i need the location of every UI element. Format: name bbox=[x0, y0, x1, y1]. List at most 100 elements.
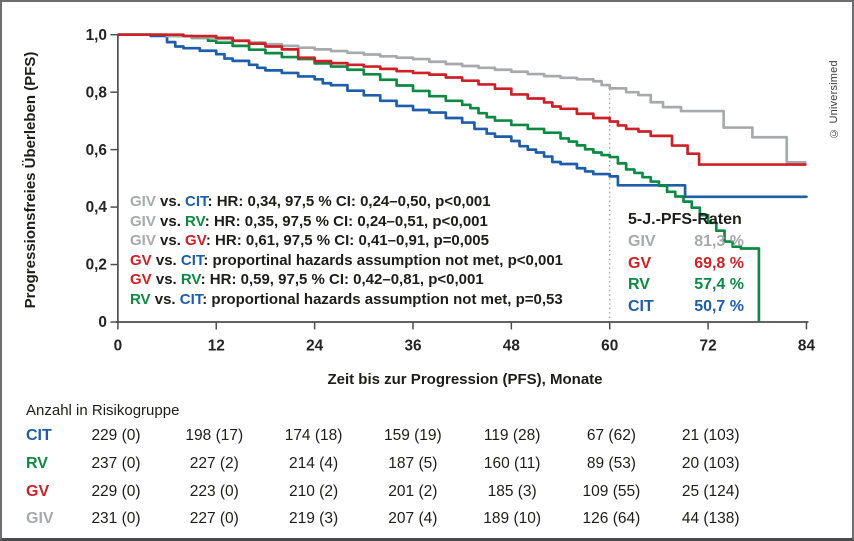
annotation-segment: : HR: 0,59, 97,5 % CI: 0,42–0,81, p<0,00… bbox=[200, 271, 484, 289]
risk-cell: 229 (0) bbox=[91, 482, 141, 500]
risk-cell: 219 (3) bbox=[289, 510, 339, 527]
km-curve-cit bbox=[117, 33, 808, 199]
risk-cell: 126 (64) bbox=[582, 510, 641, 527]
x-tick-label: 0 bbox=[114, 338, 123, 355]
km-curve-rv bbox=[117, 33, 761, 323]
annotation-line: GIV vs. GV: HR: 0,61, 97,5 % CI: 0,41–0,… bbox=[130, 231, 563, 251]
x-tick-label: 48 bbox=[503, 338, 521, 355]
annotation-segment: CIT bbox=[185, 193, 208, 210]
y-tick-label: 0 bbox=[98, 314, 107, 331]
legend-row-gv: GV 69,8 % bbox=[628, 253, 744, 275]
annotation-segment: CIT bbox=[179, 290, 203, 308]
annotation-line: GV vs. RV: HR: 0,59, 97,5 % CI: 0,42–0,8… bbox=[130, 270, 563, 290]
annotation-segment: vs. bbox=[150, 290, 180, 308]
annotation-segment: CIT bbox=[180, 251, 204, 269]
risk-cell: 89 (53) bbox=[586, 455, 636, 472]
risk-cell: 160 (11) bbox=[483, 455, 541, 472]
risk-cell: 229 (0) bbox=[91, 427, 141, 444]
copyright-label: © Universimed bbox=[828, 60, 840, 139]
risk-cell: 207 (4) bbox=[388, 510, 438, 527]
annotation-segment: RV bbox=[130, 290, 151, 308]
risk-cell: 20 (103) bbox=[681, 455, 740, 472]
annotation-segment: GIV bbox=[130, 212, 156, 230]
risk-cell: 67 (62) bbox=[586, 427, 636, 444]
y-tick-label: 1,0 bbox=[86, 27, 107, 44]
risk-cell: 119 (28) bbox=[483, 427, 541, 444]
risk-cell: 201 (2) bbox=[388, 482, 438, 500]
legend-label: GV bbox=[628, 254, 652, 272]
annotation-segment: RV bbox=[180, 271, 201, 289]
y-tick-label: 0,4 bbox=[86, 199, 108, 216]
annotation-segment: GIV bbox=[130, 232, 156, 250]
annotation-segment: GV bbox=[130, 271, 152, 289]
annotation-segment: GV bbox=[185, 232, 206, 250]
legend-value: 69,8 % bbox=[694, 254, 744, 272]
annotation-line: GIV vs. CIT: HR: 0,34, 97,5 % CI: 0,24–0… bbox=[130, 192, 563, 212]
legend-label: CIT bbox=[628, 297, 654, 315]
risk-row-label-gv: GV bbox=[26, 482, 50, 500]
risk-cell: 44 (138) bbox=[681, 510, 740, 527]
x-tick-label: 72 bbox=[700, 338, 717, 355]
annotation-segment: vs. bbox=[151, 271, 181, 289]
risk-cell: 227 (0) bbox=[189, 510, 239, 527]
risk-cell: 174 (18) bbox=[284, 427, 343, 444]
x-tick-label: 60 bbox=[601, 338, 618, 355]
risk-cell: 237 (0) bbox=[91, 455, 141, 472]
x-axis-title: Zeit bis zur Progression (PFS), Monate bbox=[327, 371, 603, 388]
annotation-segment: vs. bbox=[151, 251, 181, 269]
x-tick-label: 12 bbox=[208, 338, 225, 355]
km-curve-gv bbox=[117, 33, 807, 166]
x-tick-label: 24 bbox=[306, 338, 324, 355]
annotation-segment: : proportinal hazards assumption not met… bbox=[203, 251, 564, 269]
x-tick-label: 36 bbox=[404, 338, 421, 355]
legend-value: 57,4 % bbox=[694, 276, 744, 294]
legend-label: GIV bbox=[628, 233, 656, 250]
annotation-segment: vs. bbox=[155, 193, 186, 210]
x-tick-label: 84 bbox=[798, 338, 816, 355]
annotation-segment: : HR: 0,34, 97,5 % CI: 0,24–0,50, p<0,00… bbox=[207, 193, 491, 210]
legend-title: 5-J.-PFS-Raten bbox=[628, 211, 742, 228]
legend-value: 81,3 % bbox=[694, 233, 744, 250]
annotation-segment: : HR: 0,61, 97,5 % CI: 0,41–0,91, p=0,00… bbox=[205, 232, 489, 250]
risk-cell: 223 (0) bbox=[189, 482, 239, 500]
legend-row-giv: GIV 81,3 % bbox=[628, 231, 744, 253]
annotation-line: GIV vs. RV: HR: 0,35, 97,5 % CI: 0,24–0,… bbox=[130, 212, 563, 232]
hr-annotations-block: GIV vs. CIT: HR: 0,34, 97,5 % CI: 0,24–0… bbox=[130, 192, 563, 310]
legend-row-cit: CIT 50,7 % bbox=[628, 296, 744, 318]
risk-cell: 185 (3) bbox=[487, 482, 537, 500]
risk-cell: 227 (2) bbox=[189, 455, 239, 472]
risk-cell: 25 (124) bbox=[681, 482, 740, 500]
legend-value: 50,7 % bbox=[694, 297, 744, 315]
legend-label: RV bbox=[628, 276, 650, 294]
y-tick-label: 0,6 bbox=[86, 142, 107, 159]
risk-row-label-rv: RV bbox=[26, 455, 48, 472]
annotation-segment: vs. bbox=[155, 232, 186, 250]
risk-cell: 21 (103) bbox=[681, 427, 740, 444]
annotation-line: GV vs. CIT: proportinal hazards assumpti… bbox=[130, 251, 563, 271]
annotation-segment: RV bbox=[185, 212, 205, 230]
y-axis-title: Progressionsfreies Überleben (PFS) bbox=[22, 51, 39, 309]
risk-cell: 214 (4) bbox=[289, 455, 339, 472]
annotation-segment: GIV bbox=[130, 193, 156, 210]
km-curve-giv bbox=[117, 33, 807, 164]
y-tick-label: 0,2 bbox=[86, 257, 107, 274]
risk-cell: 231 (0) bbox=[91, 510, 141, 527]
risk-cell: 189 (10) bbox=[483, 510, 542, 527]
risk-table-title: Anzahl in Risikogruppe bbox=[26, 402, 180, 419]
risk-cell: 198 (17) bbox=[185, 427, 244, 444]
pfs-rate-legend: 5-J.-PFS-Raten GIV 81,3 % GV 69,8 % RV 57,4 %… bbox=[628, 211, 744, 317]
annotation-segment: : proportional hazards assumption not me… bbox=[202, 290, 563, 308]
annotation-segment: GV bbox=[130, 251, 152, 269]
annotation-line: RV vs. CIT: proportional hazards assumpt… bbox=[130, 290, 563, 310]
legend-row-rv: RV 57,4 % bbox=[628, 274, 744, 296]
annotation-segment: : HR: 0,35, 97,5 % CI: 0,24–0,51, p<0,00… bbox=[204, 212, 488, 230]
risk-cell: 187 (5) bbox=[388, 455, 438, 472]
risk-cell: 210 (2) bbox=[289, 482, 339, 500]
risk-cell: 109 (55) bbox=[582, 482, 641, 500]
risk-cell: 159 (19) bbox=[383, 427, 442, 444]
risk-row-label-cit: CIT bbox=[26, 427, 52, 444]
y-tick-label: 0,8 bbox=[86, 84, 108, 101]
annotation-segment: vs. bbox=[155, 212, 186, 230]
